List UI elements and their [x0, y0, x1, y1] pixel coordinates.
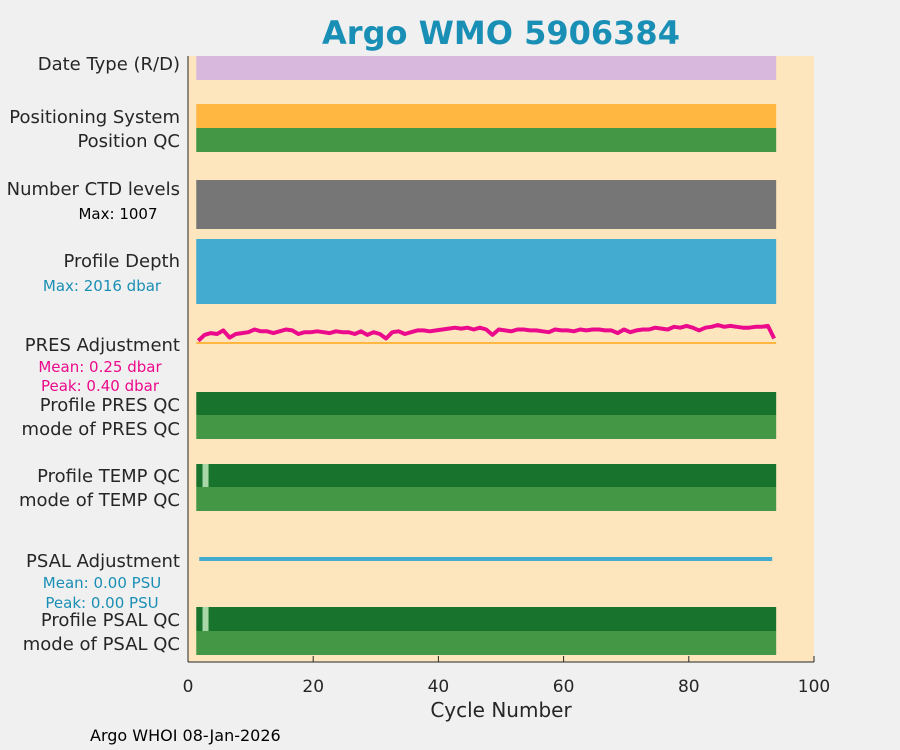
mode-temp-qc-bar: [196, 487, 777, 511]
row-mode-psal-qc: mode of PSAL QC: [23, 631, 777, 655]
pres-adjustment-label: PRES Adjustment: [25, 335, 180, 356]
row-profile-psal-qc: Profile PSAL QC: [41, 607, 777, 631]
mode-pres-qc-bar: [196, 415, 777, 439]
positioning-system-label: Positioning System: [9, 107, 180, 128]
mode-pres-qc-label: mode of PRES QC: [22, 419, 180, 440]
pres-adjustment-note: Mean: 0.25 dbar: [38, 358, 162, 376]
row-profile-temp-qc: Profile TEMP QC: [37, 464, 777, 487]
x-tick-label-0: 0: [183, 677, 194, 697]
pres-adjustment-series-line: [196, 323, 776, 343]
x-tick-label-60: 60: [553, 677, 575, 697]
row-mode-temp-qc: mode of TEMP QC: [19, 487, 777, 511]
x-tick-label-80: 80: [678, 677, 700, 697]
row-ctd-levels: Number CTD levels Max: 1007: [7, 179, 777, 229]
psal-adjustment-note2: Peak: 0.00 PSU: [45, 594, 158, 612]
date-type-bar: [196, 56, 777, 80]
profile-depth-bar: [196, 239, 777, 304]
psal-adjustment-label: PSAL Adjustment: [26, 551, 180, 572]
ctd-levels-bar: [196, 180, 777, 229]
row-position-qc: Position QC: [77, 128, 777, 152]
profile-temp-qc-bar: [196, 464, 777, 487]
mode-psal-qc-bar: [196, 631, 777, 655]
chart-title: Argo WMO 5906384: [322, 14, 680, 52]
date-type-label: Date Type (R/D): [38, 54, 180, 75]
row-psal-adjustment: PSAL Adjustment Mean: 0.00 PSU Peak: 0.00 …: [26, 551, 773, 612]
row-mode-pres-qc: mode of PRES QC: [22, 415, 777, 440]
row-profile-pres-qc: Profile PRES QC: [40, 392, 777, 416]
pres-adjustment-note2: Peak: 0.40 dbar: [41, 377, 160, 395]
rows-layer: Date Type (R/D) Positioning System Positio…: [7, 54, 777, 655]
row-date-type: Date Type (R/D): [38, 54, 777, 80]
profile-temp-qc-label: Profile TEMP QC: [37, 466, 180, 487]
row-profile-depth: Profile Depth Max: 2016 dbar: [43, 239, 777, 304]
x-tick-label-40: 40: [428, 677, 450, 697]
x-tick-label-20: 20: [302, 677, 324, 697]
profile-psal-qc-bar: [196, 607, 777, 631]
ctd-levels-label: Number CTD levels: [7, 179, 180, 200]
profile-pres-qc-bar: [196, 392, 777, 415]
x-tick-label-100: 100: [798, 677, 830, 697]
ctd-levels-note: Max: 1007: [78, 205, 157, 223]
positioning-system-bar: [196, 104, 777, 128]
footer-credit: Argo WHOI 08-Jan-2026: [90, 726, 281, 745]
row-positioning-system: Positioning System: [9, 104, 777, 128]
profile-depth-note: Max: 2016 dbar: [43, 277, 162, 295]
x-axis-label: Cycle Number: [430, 698, 572, 722]
position-qc-label: Position QC: [77, 131, 180, 152]
mode-psal-qc-label: mode of PSAL QC: [23, 634, 180, 655]
mode-temp-qc-label: mode of TEMP QC: [19, 490, 180, 511]
x-axis: 0 20 40 60 80 100: [183, 56, 830, 697]
profile-psal-qc-label: Profile PSAL QC: [41, 610, 180, 631]
position-qc-bar: [196, 128, 777, 152]
profile-pres-qc-label: Profile PRES QC: [40, 395, 180, 416]
profile-psal-qc-highlight: [202, 607, 209, 631]
profile-temp-qc-highlight: [202, 464, 209, 487]
profile-depth-label: Profile Depth: [63, 251, 180, 272]
psal-adjustment-note: Mean: 0.00 PSU: [43, 574, 161, 592]
